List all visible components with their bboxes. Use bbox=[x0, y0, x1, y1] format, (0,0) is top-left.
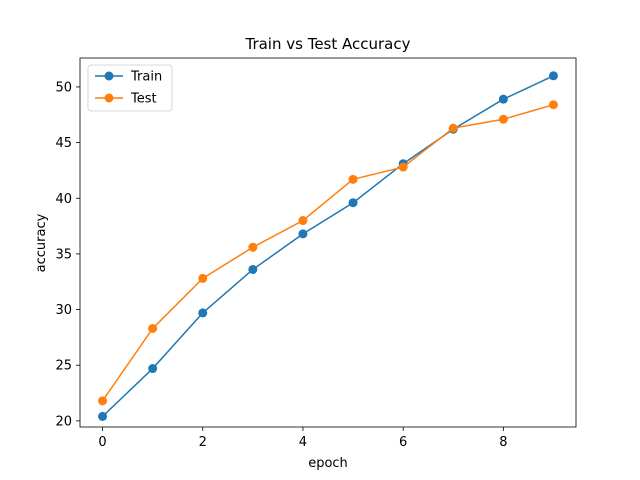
x-tick-label: 6 bbox=[399, 435, 407, 450]
train-point bbox=[348, 198, 358, 208]
legend: Train Test bbox=[87, 64, 173, 112]
y-tick-label: 40 bbox=[55, 192, 72, 207]
y-tick-label: 30 bbox=[55, 303, 72, 318]
train-point bbox=[498, 94, 508, 104]
train-point bbox=[148, 364, 158, 374]
legend-test-marker bbox=[104, 93, 114, 103]
y-axis-ticks: 20 25 30 35 40 45 50 bbox=[55, 80, 80, 429]
chart-title: Train vs Test Accuracy bbox=[244, 35, 410, 53]
legend-test-label: Test bbox=[130, 92, 157, 107]
y-tick-label: 45 bbox=[55, 136, 72, 151]
plot-frame bbox=[79, 57, 577, 428]
train-point bbox=[248, 264, 258, 274]
legend-train-marker bbox=[104, 71, 114, 81]
test-point bbox=[448, 123, 458, 133]
test-point bbox=[398, 162, 408, 172]
test-point bbox=[198, 273, 208, 283]
x-tick-label: 8 bbox=[499, 435, 507, 450]
legend-train-label: Train bbox=[130, 70, 162, 85]
y-tick-label: 25 bbox=[55, 359, 72, 374]
train-point bbox=[98, 411, 108, 421]
y-axis-label: accuracy bbox=[34, 213, 49, 272]
x-axis-label: epoch bbox=[308, 456, 348, 471]
test-point bbox=[548, 100, 558, 110]
train-point bbox=[298, 229, 308, 239]
train-point bbox=[548, 71, 558, 81]
x-tick-label: 2 bbox=[199, 435, 207, 450]
y-tick-label: 50 bbox=[55, 80, 72, 95]
train-point bbox=[198, 308, 208, 318]
series-layer bbox=[98, 71, 558, 421]
x-tick-label: 0 bbox=[98, 435, 106, 450]
test-point bbox=[498, 114, 508, 124]
test-point bbox=[348, 174, 358, 184]
plot-area bbox=[80, 58, 576, 427]
test-point bbox=[248, 242, 258, 252]
y-tick-label: 35 bbox=[55, 247, 72, 262]
test-point bbox=[98, 396, 108, 406]
test-series-line bbox=[101, 104, 554, 402]
test-point bbox=[298, 216, 308, 226]
y-tick-label: 20 bbox=[55, 414, 72, 429]
test-point bbox=[148, 323, 158, 333]
x-axis-ticks: 0 2 4 6 8 bbox=[98, 427, 507, 450]
train-series-line bbox=[102, 75, 554, 417]
x-tick-label: 4 bbox=[299, 435, 307, 450]
